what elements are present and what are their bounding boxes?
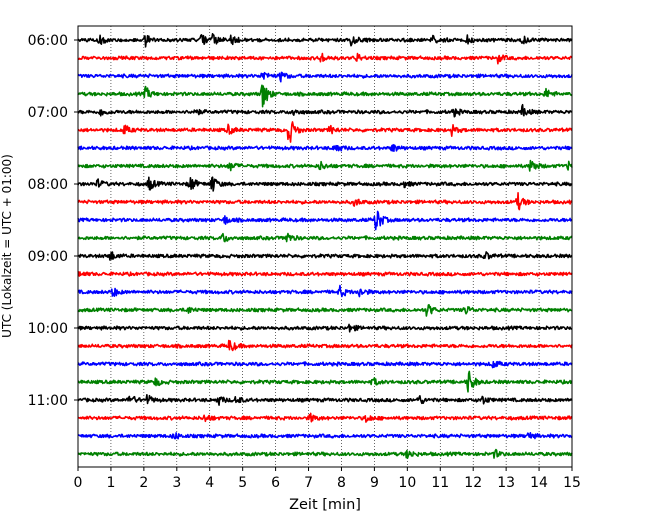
plot-frame xyxy=(77,25,573,468)
seismogram-trace xyxy=(77,159,573,172)
plot-area xyxy=(78,26,572,467)
x-tick-label: 9 xyxy=(370,475,379,491)
x-tick-label: 3 xyxy=(172,475,181,491)
y-tick-label: 06:00 xyxy=(28,33,68,49)
x-tick-label: 5 xyxy=(238,475,247,491)
x-axis-label: Zeit [min] xyxy=(289,497,361,513)
seismogram-trace xyxy=(77,232,573,243)
y-tick-label: 08:00 xyxy=(28,177,68,193)
x-tick-label: 13 xyxy=(497,475,515,491)
x-tick-label: 12 xyxy=(464,475,482,491)
x-tick-label: 7 xyxy=(304,475,313,491)
x-tick-label: 0 xyxy=(74,475,83,491)
x-tick-label: 6 xyxy=(271,475,280,491)
x-axis-ticks: 0 1 2 3 4 5 6 7 8 9 10 11 12 13 14 15 xyxy=(74,467,581,491)
seismogram-trace xyxy=(77,412,573,423)
y-axis-label: UTC (Lokalzeit = UTC + 01:00) xyxy=(0,154,14,338)
seismogram-trace xyxy=(77,52,573,65)
seismogram-trace xyxy=(77,143,573,153)
y-tick-label: 07:00 xyxy=(28,105,68,121)
x-tick-label: 4 xyxy=(205,475,214,491)
y-tick-label: 11:00 xyxy=(28,393,68,409)
seismogram-trace xyxy=(77,33,573,48)
seismogram-trace xyxy=(77,71,573,83)
seismogram-trace xyxy=(77,103,573,118)
seismogram-trace xyxy=(77,270,573,277)
x-tick-label: 8 xyxy=(337,475,346,491)
seismogram-trace xyxy=(77,84,573,108)
seismogram-trace xyxy=(77,432,573,440)
seismogram-trace xyxy=(77,323,573,333)
y-tick-label: 10:00 xyxy=(28,321,68,337)
seismogram-trace xyxy=(77,191,573,211)
seismogram-trace xyxy=(77,251,573,261)
x-tick-label: 1 xyxy=(106,475,115,491)
seismogram-trace xyxy=(77,284,573,298)
seismogram-trace xyxy=(77,448,573,459)
seismogram-trace xyxy=(77,393,573,406)
x-tick-label: 11 xyxy=(431,475,449,491)
seismogram-trace xyxy=(77,210,573,231)
seismogram-trace xyxy=(77,360,573,369)
seismogram-trace xyxy=(77,121,573,143)
seismogram-trace xyxy=(77,176,573,192)
y-axis-ticks: 06:00 07:00 08:00 09:00 10:00 11:00 xyxy=(28,33,78,409)
x-tick-label: 2 xyxy=(139,475,148,491)
seismogram-trace xyxy=(77,339,573,352)
x-tick-label: 14 xyxy=(530,475,548,491)
seismogram-trace xyxy=(77,370,573,393)
x-tick-label: 15 xyxy=(563,475,581,491)
x-tick-label: 10 xyxy=(398,475,416,491)
y-tick-label: 09:00 xyxy=(28,249,68,265)
seismogram-traces xyxy=(77,33,573,459)
seismogram-trace xyxy=(77,304,573,317)
